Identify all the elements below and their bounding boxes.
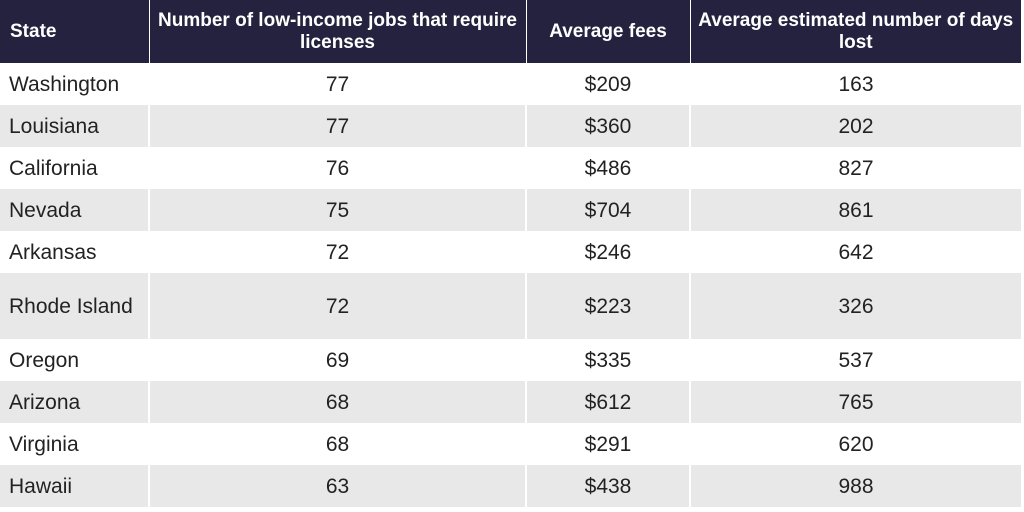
- days-cell: 163: [689, 63, 1021, 105]
- table-row: Washington 77 $209 163: [0, 63, 1021, 105]
- fees-cell: $360: [525, 105, 690, 147]
- fees-cell: $335: [525, 339, 690, 381]
- fees-cell: $291: [525, 423, 690, 465]
- table-row: Arizona 68 $612 765: [0, 381, 1021, 423]
- days-cell: 537: [689, 339, 1021, 381]
- table-row: Virginia 68 $291 620: [0, 423, 1021, 465]
- state-cell: Washington: [9, 72, 120, 96]
- fees-cell: $704: [525, 189, 690, 231]
- table-row: Hawaii 63 $438 988: [0, 465, 1021, 507]
- state-cell: Nevada: [9, 198, 82, 222]
- state-cell: Arizona: [9, 390, 81, 414]
- fees-cell: $438: [525, 465, 690, 507]
- state-cell: California: [9, 156, 98, 180]
- days-cell: 642: [689, 231, 1021, 273]
- state-cell: Arkansas: [9, 240, 97, 264]
- table-row: California 76 $486 827: [0, 147, 1021, 189]
- table-row: Rhode Island 72 $223 326: [0, 273, 1021, 339]
- fees-cell: $612: [525, 381, 690, 423]
- table-header: State Number of low-income jobs that req…: [0, 0, 1021, 63]
- table-row: Arkansas 72 $246 642: [0, 231, 1021, 273]
- jobs-cell: 68: [148, 423, 526, 465]
- fees-cell: $486: [525, 147, 690, 189]
- header-jobs: Number of low-income jobs that require l…: [148, 0, 526, 63]
- table-row: Nevada 75 $704 861: [0, 189, 1021, 231]
- fees-cell: $223: [525, 273, 690, 339]
- table-row: Oregon 69 $335 537: [0, 339, 1021, 381]
- days-cell: 202: [689, 105, 1021, 147]
- jobs-cell: 72: [148, 273, 526, 339]
- days-cell: 861: [689, 189, 1021, 231]
- jobs-cell: 69: [148, 339, 526, 381]
- fees-cell: $246: [525, 231, 690, 273]
- jobs-cell: 77: [148, 63, 526, 105]
- jobs-cell: 76: [148, 147, 526, 189]
- header-fees: Average fees: [525, 0, 690, 63]
- jobs-cell: 72: [148, 231, 526, 273]
- state-cell: Louisiana: [9, 114, 99, 138]
- jobs-cell: 77: [148, 105, 526, 147]
- header-days: Average estimated number of days lost: [689, 0, 1021, 63]
- fees-cell: $209: [525, 63, 690, 105]
- header-row: State Number of low-income jobs that req…: [0, 0, 1021, 63]
- header-state: State: [10, 20, 57, 42]
- jobs-cell: 68: [148, 381, 526, 423]
- days-cell: 827: [689, 147, 1021, 189]
- jobs-cell: 75: [148, 189, 526, 231]
- state-cell: Hawaii: [9, 474, 73, 498]
- state-cell: Virginia: [9, 432, 79, 456]
- state-cell: Oregon: [9, 348, 80, 372]
- table-row: Louisiana 77 $360 202: [0, 105, 1021, 147]
- days-cell: 620: [689, 423, 1021, 465]
- jobs-cell: 63: [148, 465, 526, 507]
- state-cell: Rhode Island: [9, 294, 133, 318]
- days-cell: 765: [689, 381, 1021, 423]
- days-cell: 988: [689, 465, 1021, 507]
- table-body: Washington 77 $209 163 Louisiana 77 $360…: [0, 63, 1021, 507]
- days-cell: 326: [689, 273, 1021, 339]
